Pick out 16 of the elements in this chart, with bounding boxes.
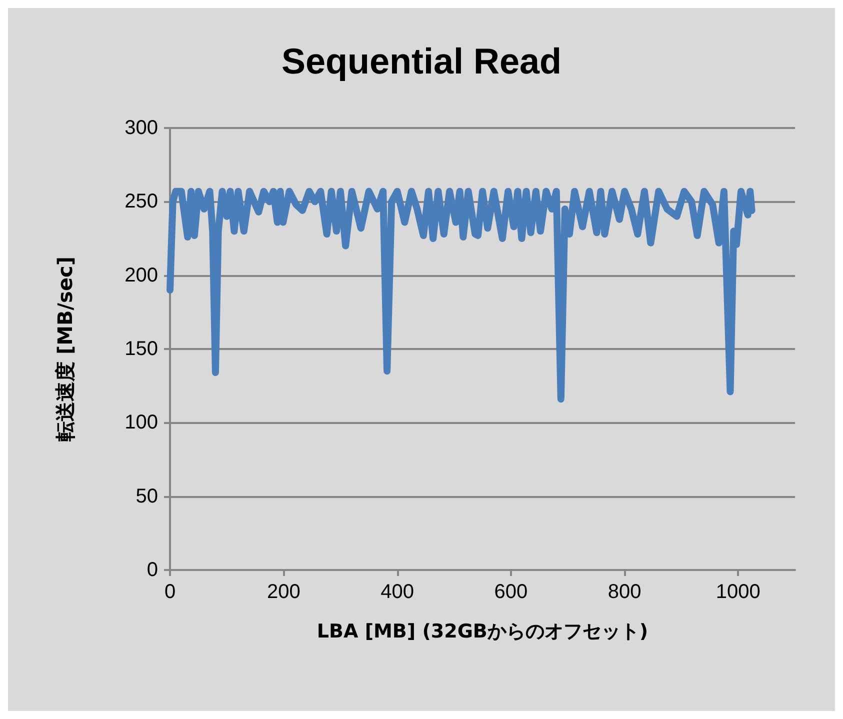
chart-title: Sequential Read [281, 40, 562, 82]
y-tick-label: 200 [124, 264, 158, 286]
y-tick-label: 300 [124, 117, 158, 139]
x-tick-label: 400 [380, 581, 414, 603]
y-tick-label: 100 [124, 412, 158, 434]
x-tick-label: 600 [494, 581, 528, 603]
y-tick-label: 250 [124, 190, 158, 213]
x-axis-title: LBA [MB] (32GBからのオフセット) [316, 620, 648, 642]
y-tick-label: 50 [136, 485, 158, 508]
x-tick-label: 800 [608, 581, 642, 603]
y-tick-label: 0 [146, 559, 158, 581]
x-tick-label: 0 [164, 581, 176, 603]
y-tick-label: 150 [124, 338, 158, 360]
y-axis-title: 転送速度 [MB/sec] [53, 256, 77, 442]
x-tick-label: 1000 [716, 581, 760, 603]
x-tick-label: 200 [266, 581, 300, 603]
